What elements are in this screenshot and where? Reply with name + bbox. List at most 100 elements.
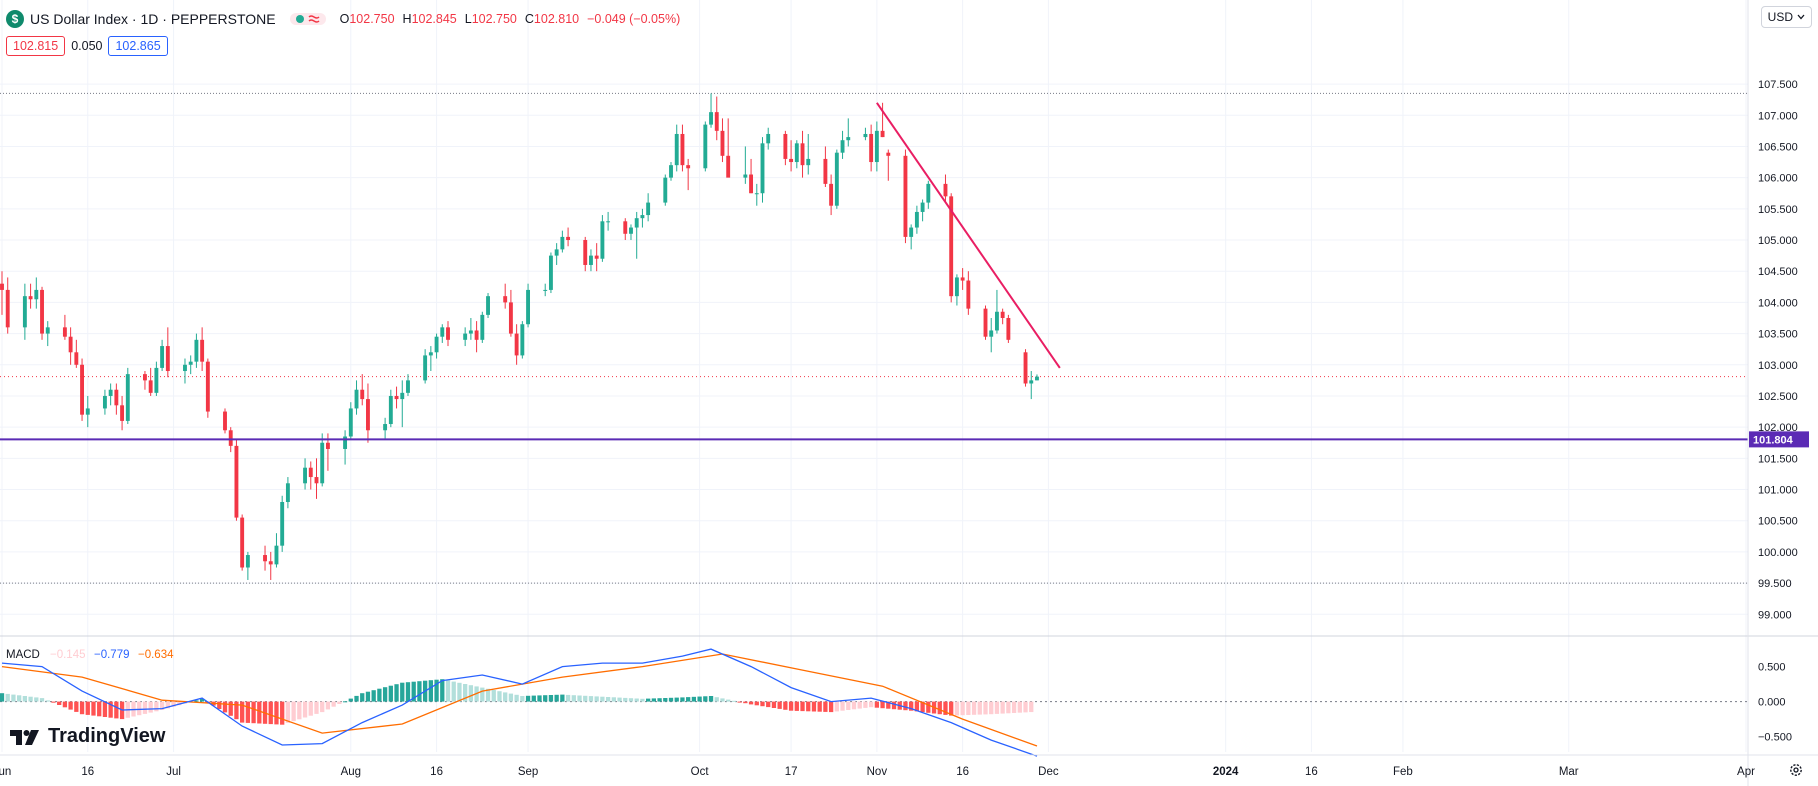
time-tick-label: Jul bbox=[166, 766, 181, 778]
macd-histogram-bar bbox=[165, 701, 170, 709]
candle bbox=[34, 277, 39, 309]
candle-body bbox=[760, 143, 765, 194]
macd-histogram-bar bbox=[720, 698, 725, 702]
macd-histogram-bar bbox=[417, 681, 422, 702]
status-dot-icon bbox=[295, 15, 304, 23]
candle bbox=[943, 174, 948, 203]
candle-body bbox=[583, 240, 588, 265]
candle-body bbox=[360, 389, 365, 400]
candle bbox=[726, 118, 731, 178]
macd-histogram-bar bbox=[777, 701, 782, 709]
candle-body bbox=[5, 289, 10, 328]
candle bbox=[914, 205, 919, 234]
macd-histogram-bar bbox=[148, 701, 153, 713]
candle-body bbox=[28, 296, 33, 300]
macd-histogram-bar bbox=[577, 695, 582, 702]
candle-body bbox=[926, 183, 931, 203]
time-tick-label: Jun bbox=[0, 766, 11, 778]
currency-selector[interactable]: USD bbox=[1760, 6, 1812, 28]
candle bbox=[669, 162, 673, 181]
candle-body bbox=[800, 143, 805, 166]
macd-histogram-bar bbox=[463, 684, 468, 702]
macd-histogram-bar bbox=[74, 701, 79, 712]
buy-price-button[interactable]: 102.865 bbox=[108, 36, 168, 56]
candle bbox=[308, 461, 313, 490]
candle bbox=[583, 236, 588, 272]
macd-histogram-bar bbox=[142, 701, 148, 714]
candle-body bbox=[789, 158, 794, 163]
candle-body bbox=[102, 395, 107, 409]
symbol-icon: $ bbox=[6, 10, 24, 28]
candle-body bbox=[143, 374, 147, 381]
candle-body bbox=[1000, 311, 1005, 318]
candle bbox=[400, 380, 405, 428]
time-tick-label: Aug bbox=[341, 766, 361, 778]
candle-body bbox=[886, 152, 891, 156]
candle bbox=[314, 458, 319, 499]
macd-histogram-bar bbox=[1017, 701, 1022, 713]
time-tick-label: Mar bbox=[1559, 766, 1579, 778]
candle-body bbox=[880, 130, 885, 138]
candle bbox=[800, 130, 805, 178]
candle-body bbox=[743, 174, 748, 178]
candle bbox=[714, 96, 719, 141]
macd-histogram-bar bbox=[697, 696, 702, 702]
candle bbox=[383, 417, 388, 440]
candle bbox=[600, 215, 605, 262]
candle-body bbox=[846, 137, 851, 141]
candle-body bbox=[834, 152, 839, 206]
candle-body bbox=[263, 555, 267, 562]
macd-histogram-bar bbox=[806, 701, 811, 712]
candle-body bbox=[308, 467, 313, 478]
macd-histogram-bar bbox=[485, 688, 491, 702]
candle-body bbox=[486, 296, 490, 315]
candle bbox=[503, 283, 508, 309]
macd-histogram-bar bbox=[748, 701, 754, 705]
macd-histogram-bar bbox=[0, 693, 5, 702]
candle bbox=[594, 243, 599, 272]
support-price-label: 101.804 bbox=[1753, 434, 1794, 446]
macd-histogram-bar bbox=[177, 701, 182, 706]
candle bbox=[886, 149, 891, 181]
candle bbox=[165, 327, 170, 378]
tradingview-logo[interactable]: TradingView bbox=[10, 725, 165, 748]
candle-body bbox=[1029, 380, 1034, 384]
candle-body bbox=[874, 130, 879, 163]
macd-histogram-bar bbox=[360, 693, 365, 702]
sell-price-button[interactable]: 102.815 bbox=[6, 36, 66, 56]
drawings[interactable] bbox=[0, 102, 1748, 441]
candle bbox=[709, 93, 713, 128]
candle bbox=[468, 317, 473, 340]
chevron-down-icon bbox=[1797, 14, 1805, 20]
macd-histogram-bar bbox=[354, 695, 359, 702]
symbol-title[interactable]: US Dollar Index · 1D · PEPPERSTONE bbox=[30, 11, 276, 27]
candle bbox=[388, 389, 393, 428]
macd-histogram-bar bbox=[411, 681, 416, 702]
macd-histogram-bar bbox=[846, 701, 851, 710]
candle bbox=[143, 371, 147, 390]
market-status[interactable] bbox=[289, 13, 326, 25]
macd-histogram-bar bbox=[663, 698, 668, 702]
macd-histogram-bar bbox=[703, 696, 708, 702]
candle-body bbox=[566, 236, 571, 241]
candle bbox=[22, 283, 27, 340]
macd-histogram-bar bbox=[926, 701, 931, 713]
candle-body bbox=[669, 165, 673, 178]
candle-body bbox=[468, 330, 473, 334]
macd-histogram-bar bbox=[337, 701, 342, 704]
low-label: L bbox=[464, 12, 472, 26]
candle-body bbox=[623, 221, 628, 234]
macd-histogram-bar bbox=[851, 701, 857, 710]
currency-value: USD bbox=[1767, 10, 1793, 24]
macd-histogram-bar bbox=[880, 701, 885, 709]
gear-icon[interactable] bbox=[1788, 762, 1804, 778]
time-tick-label: Apr bbox=[1737, 766, 1755, 778]
candle bbox=[200, 327, 205, 372]
candle bbox=[783, 130, 788, 166]
candle-body bbox=[394, 395, 399, 400]
candle-body bbox=[428, 352, 433, 356]
macd-histogram-bar bbox=[468, 685, 474, 702]
macd-histogram-bar bbox=[943, 701, 948, 715]
